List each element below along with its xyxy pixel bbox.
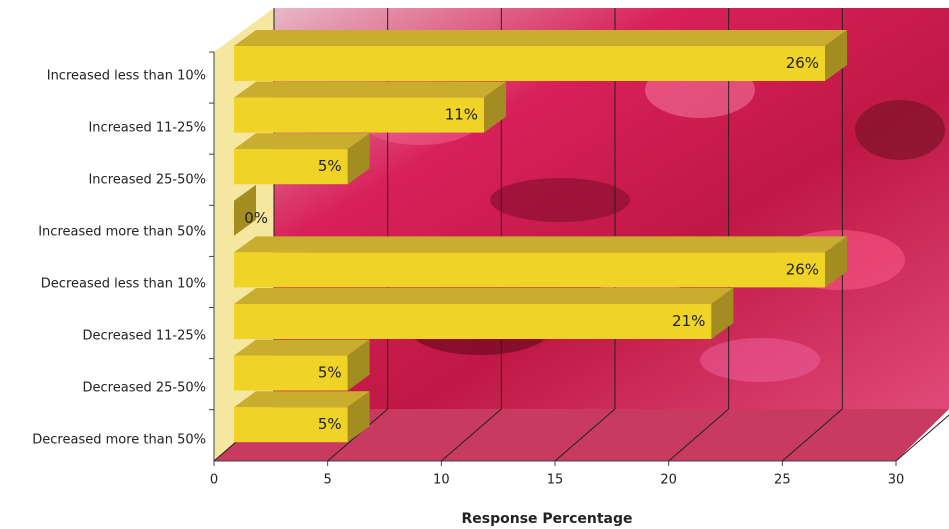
bar-top [234,133,370,149]
bar-top [234,30,847,46]
value-label: 11% [445,106,478,124]
bar-top [234,236,847,252]
x-tick-label: 25 [774,473,791,488]
bar-top [234,288,733,304]
y-tick-label: Increased 25-50% [88,173,206,188]
value-label: 5% [318,415,342,433]
x-tick-label: 20 [660,473,677,488]
y-tick-label: Decreased 11-25% [83,329,206,344]
value-label: 5% [318,157,342,175]
value-label: 0% [244,209,268,227]
y-tick-label: Decreased 25-50% [83,381,206,396]
x-tick-label: 15 [547,473,564,488]
bar-top [234,391,370,407]
bar [234,252,825,287]
value-label: 26% [786,260,819,278]
y-tick-label: Decreased more than 50% [32,433,206,448]
bar-top [234,340,370,356]
bar-top [234,82,506,98]
value-label: 26% [786,54,819,72]
bar [234,304,711,339]
y-tick-label: Decreased less than 10% [41,277,206,292]
x-tick-label: 30 [888,473,905,488]
y-tick-label: Increased less than 10% [47,69,206,84]
x-tick-label: 5 [324,473,332,488]
value-label: 5% [318,364,342,382]
chart: Response Percentage 0 5 10 15 20 25 30 Increase… [0,0,949,529]
bar [234,46,825,81]
x-axis-label: Response Percentage [462,511,633,527]
x-tick-label: 10 [433,473,450,488]
x-tick-label: 0 [210,473,218,488]
y-tick-label: Increased 11-25% [88,121,206,136]
value-label: 21% [672,312,705,330]
y-tick-label: Increased more than 50% [38,225,206,240]
